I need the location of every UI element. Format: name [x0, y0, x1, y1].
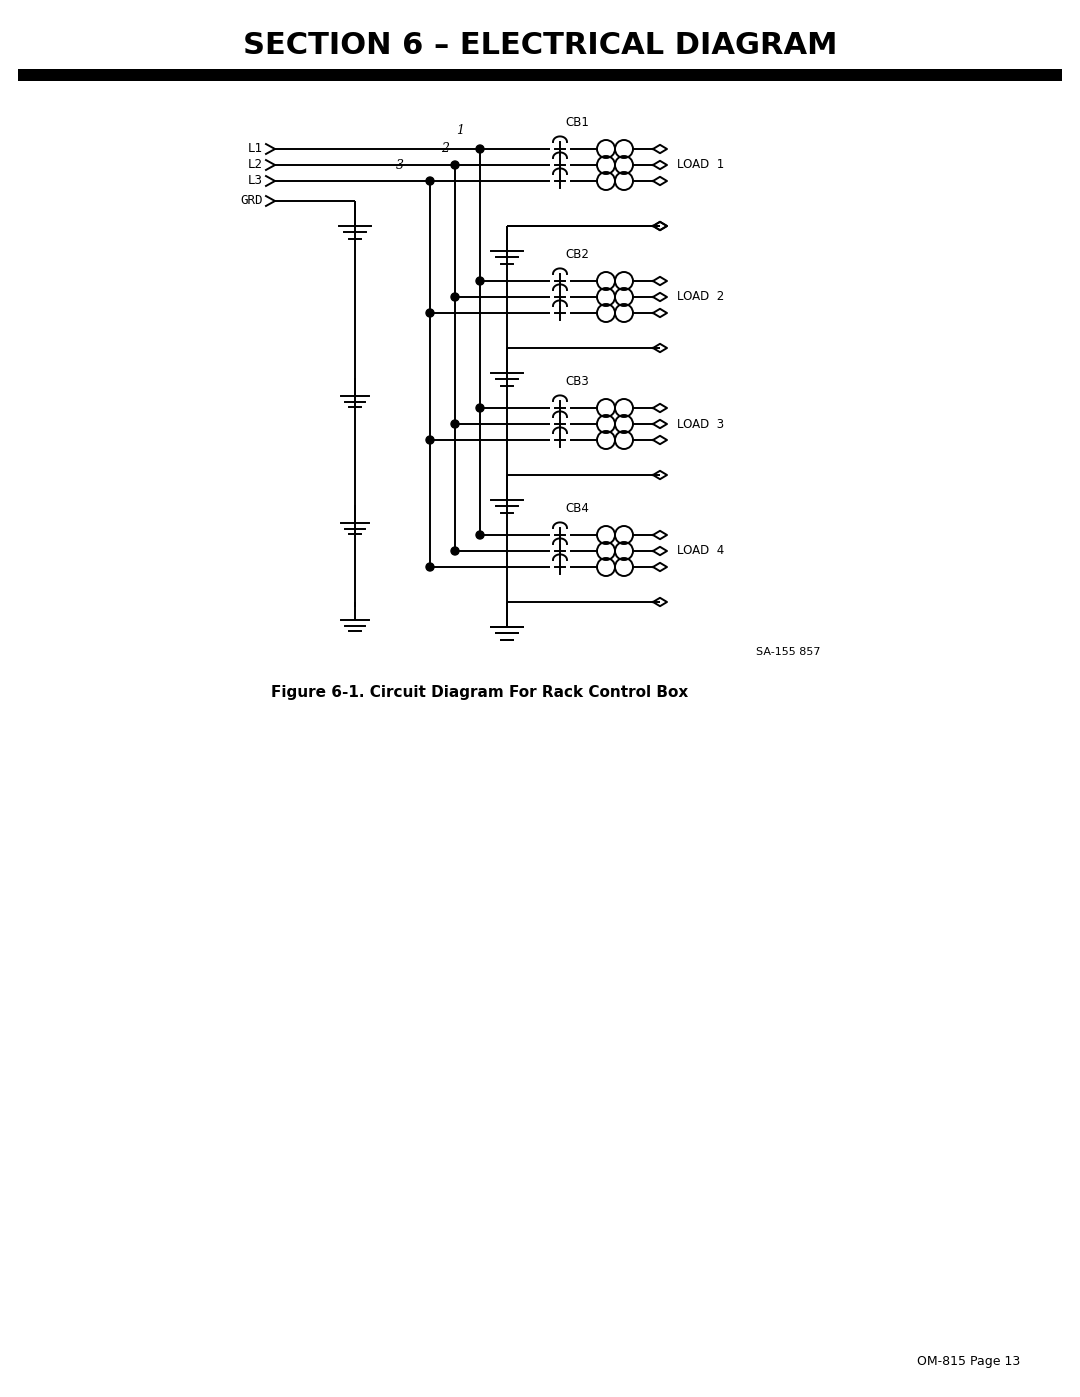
Text: GRD: GRD: [241, 194, 264, 208]
Bar: [18, 68, 1062, 81]
Circle shape: [476, 404, 484, 412]
Text: LOAD  2: LOAD 2: [677, 291, 725, 303]
Text: CB3: CB3: [565, 374, 589, 388]
Circle shape: [476, 277, 484, 285]
Circle shape: [426, 436, 434, 444]
Circle shape: [426, 563, 434, 571]
Text: LOAD  4: LOAD 4: [677, 545, 725, 557]
Circle shape: [451, 420, 459, 427]
Text: L2: L2: [248, 158, 264, 172]
Circle shape: [451, 293, 459, 300]
Circle shape: [451, 161, 459, 169]
Circle shape: [476, 531, 484, 539]
Text: LOAD  1: LOAD 1: [677, 158, 725, 172]
Text: OM-815 Page 13: OM-815 Page 13: [917, 1355, 1020, 1369]
Text: SA-155 857: SA-155 857: [756, 647, 820, 657]
Text: LOAD  3: LOAD 3: [677, 418, 724, 430]
Circle shape: [426, 177, 434, 184]
Text: 2: 2: [441, 142, 449, 155]
Circle shape: [476, 145, 484, 154]
Text: L3: L3: [248, 175, 264, 187]
Text: CB2: CB2: [565, 249, 589, 261]
Text: CB4: CB4: [565, 502, 589, 515]
Text: 3: 3: [396, 159, 404, 172]
Text: CB1: CB1: [565, 116, 589, 129]
Text: SECTION 6 – ELECTRICAL DIAGRAM: SECTION 6 – ELECTRICAL DIAGRAM: [243, 31, 837, 60]
Circle shape: [451, 548, 459, 555]
Text: L1: L1: [248, 142, 264, 155]
Text: Figure 6-1. Circuit Diagram For Rack Control Box: Figure 6-1. Circuit Diagram For Rack Con…: [271, 685, 689, 700]
Circle shape: [426, 309, 434, 317]
Text: 1: 1: [456, 124, 464, 137]
